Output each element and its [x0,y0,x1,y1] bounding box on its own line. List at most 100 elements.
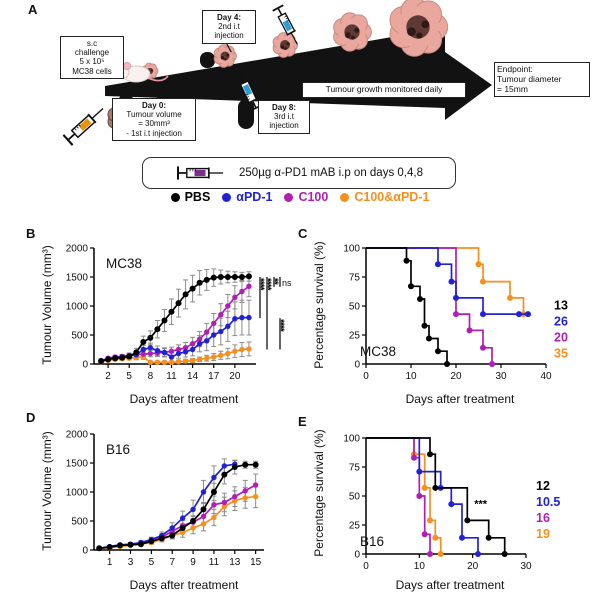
svg-text:****: **** [255,278,266,291]
svg-text:0: 0 [82,546,88,557]
sc-challenge-line1: s.c [86,39,98,48]
legend-item-c100: C100 [284,190,328,204]
endpoint-line1: Endpoint: [497,64,533,74]
day0-line2: Tumour volume [126,110,182,120]
svg-text:1500: 1500 [66,273,89,284]
svg-text:8: 8 [148,371,154,382]
svg-text:30: 30 [520,561,532,572]
sc-challenge-line3: 5 x 10⁵ [79,57,105,67]
panel-c-mc38-survival: C Percentage survival (%) 0 25 50 75 100 0 10 2… [296,226,596,412]
svg-text:2: 2 [105,371,111,382]
day0-title: Day 0: [141,101,166,110]
day8-box: Day 8: 3rd i.t injection [258,100,310,134]
legend-item-pbs: PBS [170,190,210,204]
x-axis-label: Days after treatment [129,578,239,592]
y-axis-label: Percentage survival (%) [312,429,326,557]
svg-text:30: 30 [495,371,507,382]
treatment-legend: PBS αPD-1 C100 C100&αPD-1 [0,190,600,204]
sc-challenge-line4: MC38 cells [72,66,112,76]
day4-title: Day 4: [216,13,241,22]
svg-text:1500: 1500 [66,459,89,470]
day4-line2: 2nd i.t [218,22,240,32]
day0-line3: = 30mm³ [138,119,170,129]
sc-challenge-box: s.c challenge 5 x 10⁵ MC38 cells [60,36,124,79]
c100-dot-icon [284,192,294,202]
svg-text:ns: ns [282,278,292,288]
svg-text:0: 0 [354,550,360,561]
svg-text:0: 0 [363,371,369,382]
x-axis-label: Days after treatment [395,578,505,592]
panel-d-b16-growth: D Tumour Volume (mm³) 0 500 1000 1500 2000 1 3… [24,410,320,602]
sc-challenge-line2: challenge [74,48,110,58]
day8-title: Day 8: [271,103,296,112]
pbs-dot-icon [170,192,180,202]
arrowhead-icon [445,52,492,120]
day0-line4: - 1st i.t injection [126,128,182,138]
y-axis-label: Tumour Volume (mm³) [40,245,54,365]
svg-text:11: 11 [166,371,177,382]
day8-line2: 3rd i.t [273,112,294,122]
svg-text:***: *** [474,499,488,511]
svg-text:19: 19 [536,527,550,541]
tumor-icon [272,32,299,58]
panel-letter-c: C [298,226,308,241]
svg-text:0: 0 [363,561,369,572]
svg-text:2000: 2000 [66,430,89,441]
survival-curve-C100 [366,437,433,557]
syringe-icon [238,70,262,112]
svg-text:5: 5 [149,557,155,568]
chart-title-mc38: MC38 [360,344,397,359]
legend-item-combo: C100&αPD-1 [340,190,429,204]
svg-text:5: 5 [126,371,132,382]
y-axis-label: Tumour Volume (mm³) [40,431,54,551]
svg-text:10.5: 10.5 [536,495,560,509]
panel-letter-d: D [26,410,36,425]
syringe-icon [177,166,224,180]
svg-text:35: 35 [554,346,568,360]
survival-curve-C100&αPD-1 [366,247,528,318]
x-axis-label: Days after treatment [405,392,515,406]
day4-box: Day 4: 2nd i.t injection [202,10,256,44]
svg-text:26: 26 [554,314,568,328]
svg-text:100: 100 [343,244,360,255]
svg-text:12: 12 [536,479,550,493]
endpoint-line3: = 15mm [497,83,528,94]
svg-text:40: 40 [540,371,552,382]
svg-text:20: 20 [450,371,462,382]
legend-label-apd1: αPD-1 [236,190,273,204]
svg-text:7: 7 [169,557,175,568]
legend-item-apd1: αPD-1 [222,190,272,204]
svg-text:16: 16 [536,511,550,525]
svg-text:1000: 1000 [66,302,89,313]
panel-letter-a: A [28,2,38,17]
svg-text:50: 50 [349,302,361,313]
syringe-icon [272,4,298,45]
mc38-survival-chart: 0 25 50 75 100 0 10 20 30 40 13 26 20 35 [343,244,568,383]
x-axis-label: Days after treatment [129,392,239,406]
svg-text:15: 15 [250,557,262,568]
svg-text:3: 3 [128,557,134,568]
svg-text:25: 25 [349,331,361,342]
svg-text:****: **** [262,278,273,291]
svg-text:17: 17 [208,371,220,382]
day4-line3: injection [214,31,244,41]
tumor-icon [389,0,449,57]
svg-text:0: 0 [354,360,360,371]
chart-title-b16: B16 [106,442,131,457]
svg-text:9: 9 [190,557,196,568]
svg-text:2000: 2000 [66,244,89,255]
survival-curve-C100 [366,247,495,367]
panel-e-b16-survival: E Percentage survival (%) 0 25 50 75 100 0 10 2… [296,414,596,602]
svg-text:50: 50 [349,492,361,503]
svg-text:13: 13 [229,557,241,568]
panel-letter-b: B [26,226,36,241]
svg-text:10: 10 [405,371,417,382]
svg-text:11: 11 [209,557,220,568]
svg-text:14: 14 [187,371,199,382]
survival-curve-PBS [366,247,450,367]
svg-text:13: 13 [554,298,568,312]
svg-text:75: 75 [349,463,361,474]
